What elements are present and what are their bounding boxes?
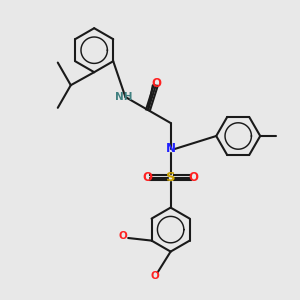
Text: O: O (119, 231, 128, 241)
Text: O: O (152, 77, 162, 90)
Text: O: O (143, 171, 153, 184)
Text: S: S (166, 171, 175, 184)
Text: NH: NH (115, 92, 132, 102)
Text: O: O (150, 272, 159, 281)
Text: O: O (188, 171, 198, 184)
Text: N: N (166, 142, 176, 155)
